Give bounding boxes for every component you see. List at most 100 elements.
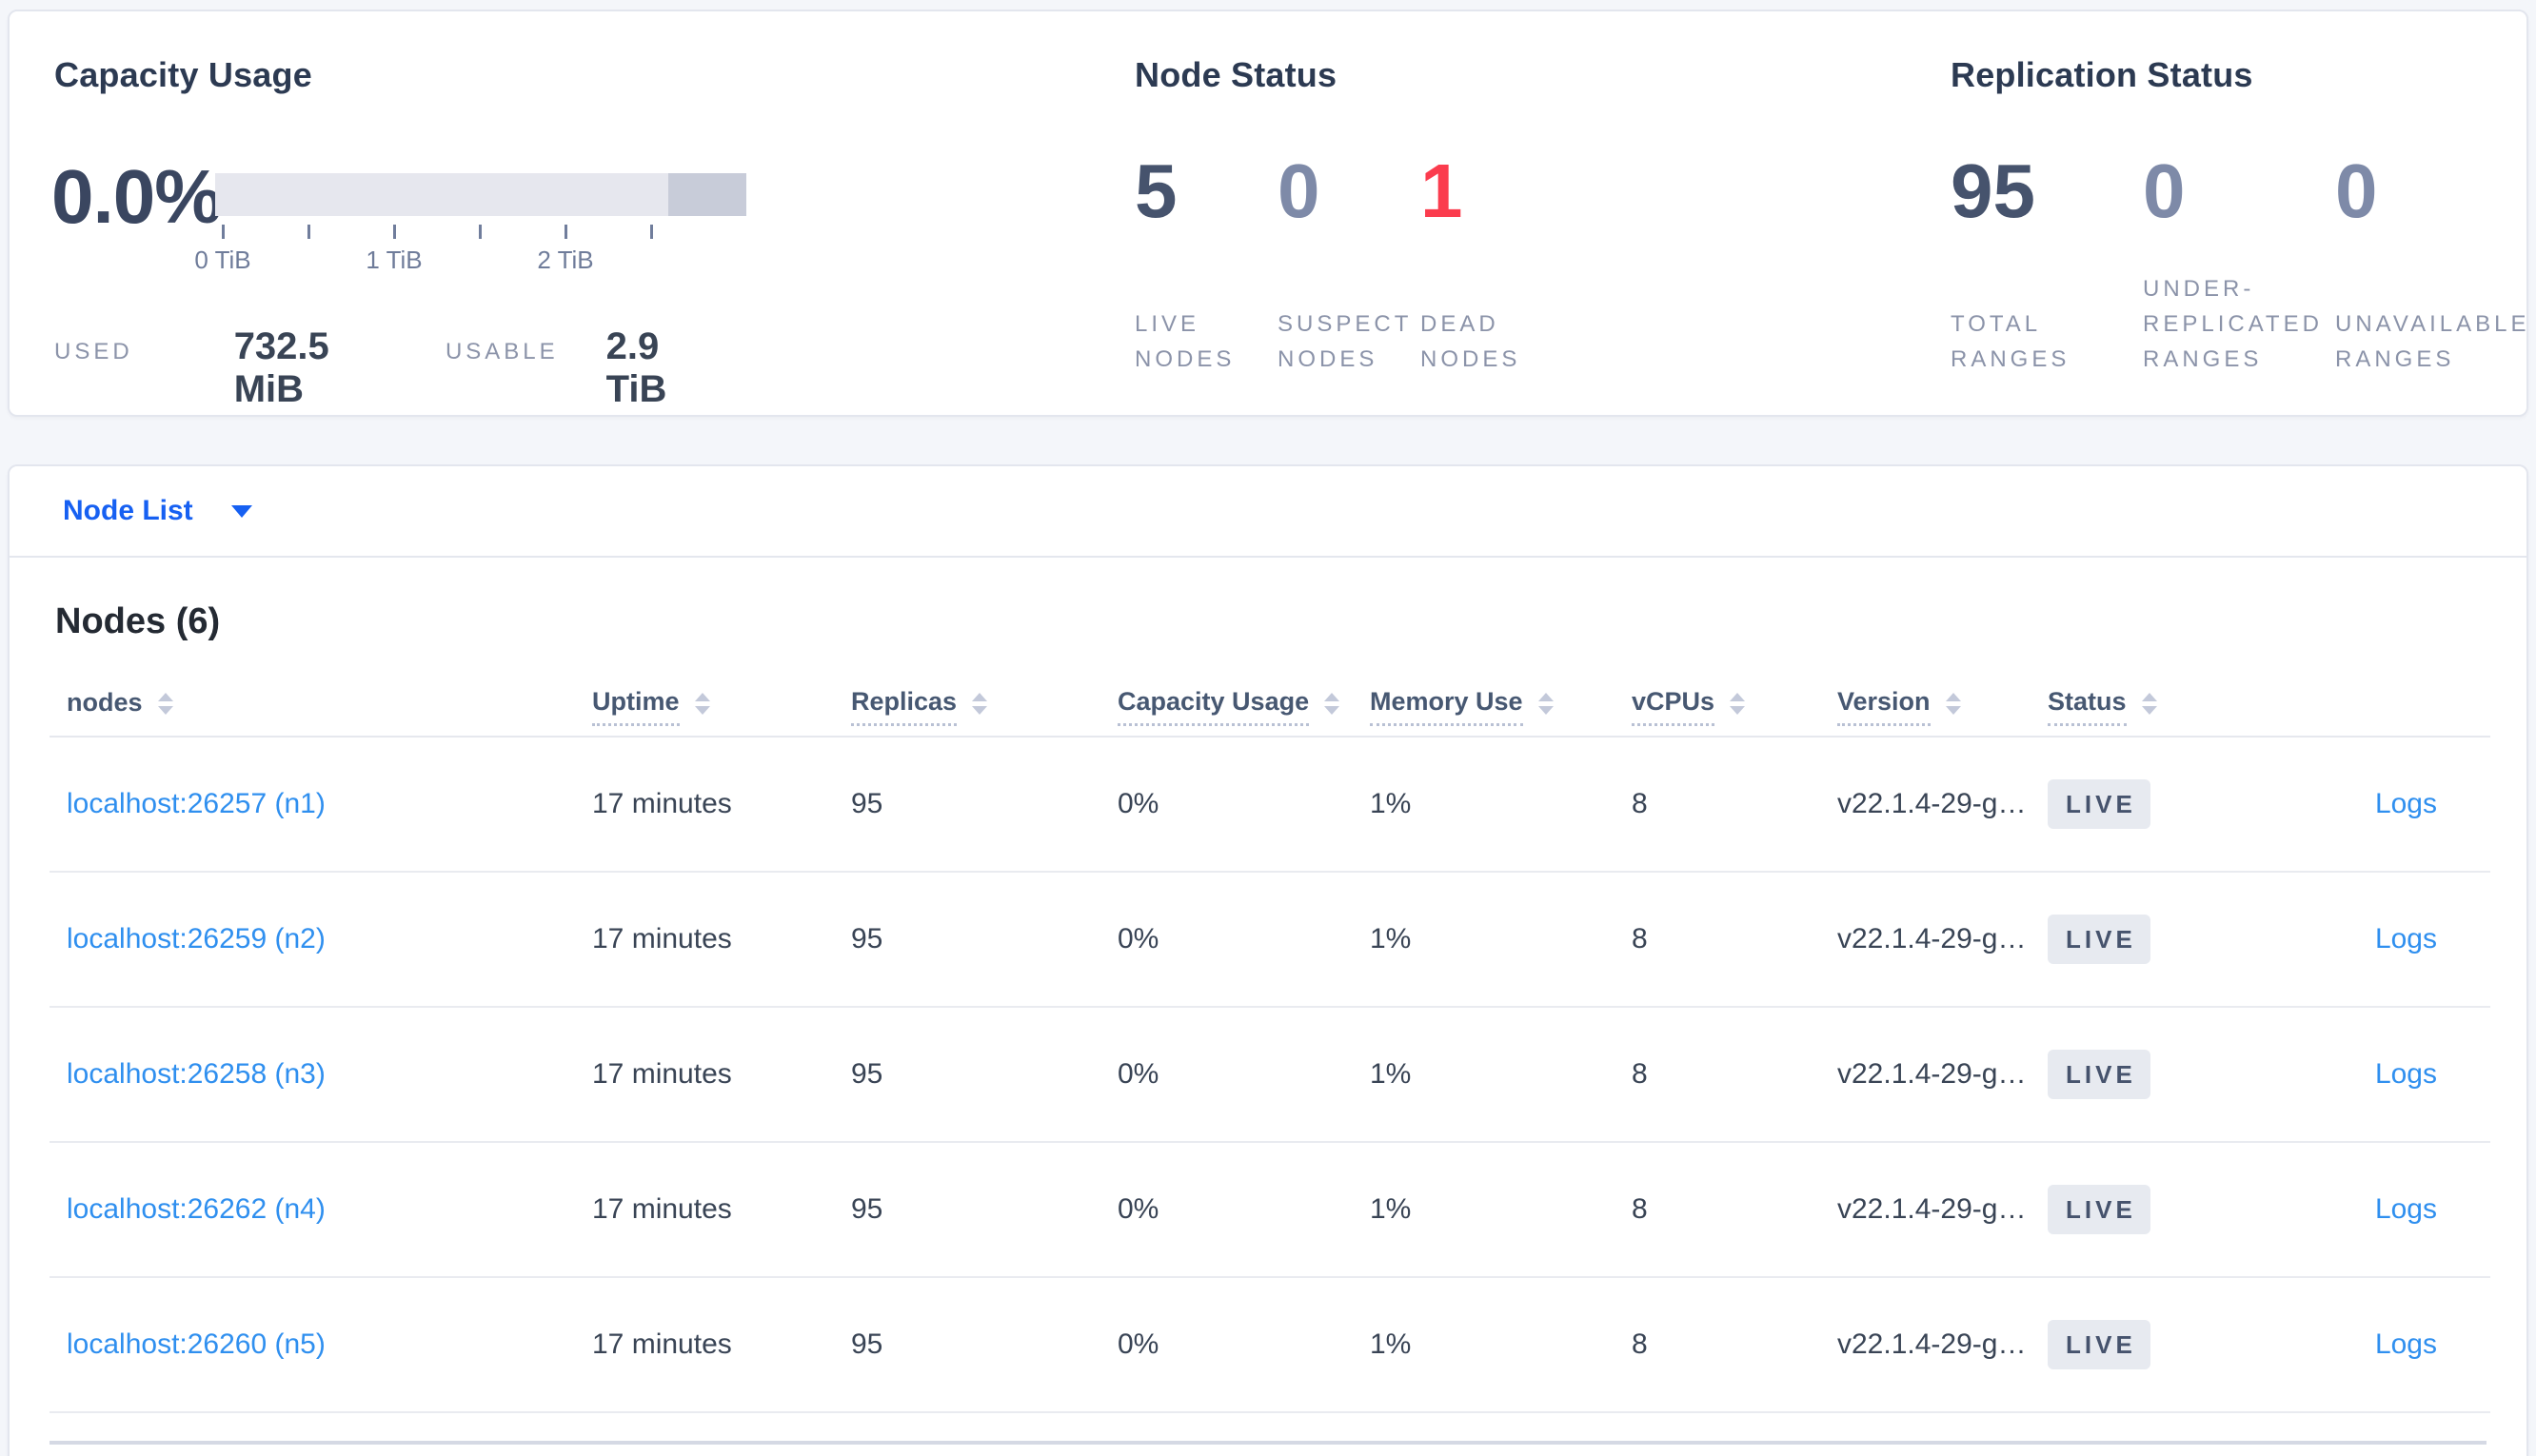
capacity-axis-tick (479, 225, 482, 239)
uptime-cell: 17 minutes (592, 1058, 732, 1090)
column-header-vcpus[interactable]: vCPUs (1632, 687, 1837, 726)
replicas-cell: 95 (851, 1328, 883, 1360)
replicas-cell: 95 (851, 1193, 883, 1225)
capacity-usage-title: Capacity Usage (54, 55, 312, 94)
column-header-label: Version (1837, 687, 1931, 726)
dead-nodes-label: NODES (1420, 346, 1521, 372)
used-label: USED (54, 339, 133, 364)
column-header-capacity-usage[interactable]: Capacity Usage (1118, 687, 1370, 726)
total-ranges-label: RANGES (1951, 346, 2070, 372)
total-ranges-value: 95 (1951, 148, 2035, 233)
version-cell: v22.1.4-29-g… (1837, 923, 2027, 954)
column-header-memory-use[interactable]: Memory Use (1370, 687, 1632, 726)
sort-arrows-icon[interactable] (1730, 692, 1746, 715)
total-ranges-label: TOTAL (1951, 311, 2042, 337)
used-value: 732.5 MiB (233, 325, 329, 410)
usable-value: 2.9 TiB (605, 325, 667, 410)
suspect-nodes-label: SUSPECT (1278, 311, 1413, 337)
sort-arrows-icon[interactable] (972, 692, 988, 715)
sort-arrows-icon[interactable] (1324, 692, 1340, 715)
logs-link[interactable]: Logs (2374, 1193, 2437, 1225)
capacity-axis-tick (650, 225, 653, 239)
capacity-axis-label: 1 TiB (366, 246, 423, 274)
column-header-label: vCPUs (1632, 687, 1715, 726)
node-list-dropdown[interactable]: Node List (63, 495, 193, 526)
column-header-version[interactable]: Version (1837, 687, 2048, 726)
under-replicated-ranges-label: RANGES (2143, 346, 2263, 372)
replicas-cell: 95 (851, 1058, 883, 1090)
vcpus-cell: 8 (1632, 788, 1648, 819)
node-link[interactable]: localhost:26259 (n2) (67, 923, 326, 954)
live-nodes-label: LIVE (1135, 311, 1200, 337)
node-link[interactable]: localhost:26262 (n4) (67, 1193, 326, 1225)
vcpus-cell: 8 (1632, 1328, 1648, 1360)
chevron-down-icon[interactable] (230, 504, 252, 518)
logs-link[interactable]: Logs (2374, 923, 2437, 954)
capacity-usage-cell: 0% (1118, 1193, 1159, 1225)
vcpus-cell: 8 (1632, 1193, 1648, 1225)
logs-link[interactable]: Logs (2374, 788, 2437, 819)
table-row: localhost:26257 (n1) 17 minutes 95 0% 1%… (50, 738, 2490, 873)
version-cell: v22.1.4-29-g… (1837, 788, 2027, 819)
replicas-cell: 95 (851, 788, 883, 819)
nodes-count-heading: Nodes (6) (55, 601, 221, 641)
sort-arrows-icon[interactable] (157, 692, 173, 715)
table-row: localhost:26259 (n2) 17 minutes 95 0% 1%… (50, 873, 2490, 1008)
dead-nodes-label: DEAD (1420, 311, 1499, 337)
vcpus-cell: 8 (1632, 1058, 1648, 1090)
replicas-cell: 95 (851, 923, 883, 954)
memory-use-cell: 1% (1370, 1058, 1412, 1090)
status-badge: LIVE (2048, 1050, 2150, 1099)
capacity-axis-tick (393, 225, 396, 239)
sort-arrows-icon[interactable] (1945, 692, 1961, 715)
uptime-cell: 17 minutes (592, 788, 732, 819)
node-link[interactable]: localhost:26258 (n3) (67, 1058, 326, 1090)
column-header-label: Capacity Usage (1118, 687, 1310, 726)
version-cell: v22.1.4-29-g… (1837, 1193, 2027, 1225)
node-link[interactable]: localhost:26260 (n5) (67, 1328, 326, 1360)
node-list-card: Node List Nodes (6) nodes Uptime Replica… (8, 464, 2528, 1456)
table-row: localhost:26262 (n4) 17 minutes 95 0% 1%… (50, 1143, 2490, 1278)
unavailable-ranges-label: UNAVAILABLE (2335, 311, 2530, 337)
column-header-label: Status (2048, 687, 2127, 726)
capacity-axis-tick (565, 225, 567, 239)
column-header-label: Replicas (851, 687, 958, 726)
table-header-row: nodes Uptime Replicas Capacity Usage Mem… (50, 677, 2490, 738)
node-link[interactable]: localhost:26257 (n1) (67, 788, 326, 819)
column-header-uptime[interactable]: Uptime (592, 687, 851, 726)
dead-nodes-value: 1 (1420, 148, 1463, 233)
column-header-replicas[interactable]: Replicas (851, 687, 1118, 726)
capacity-axis-tick (307, 225, 310, 239)
nodes-table: nodes Uptime Replicas Capacity Usage Mem… (50, 677, 2490, 1413)
capacity-usage-cell: 0% (1118, 788, 1159, 819)
sort-arrows-icon[interactable] (1537, 692, 1554, 715)
column-header-label: nodes (67, 688, 143, 717)
capacity-axis-label: 0 TiB (194, 246, 251, 274)
sort-arrows-icon[interactable] (2141, 692, 2157, 715)
vcpus-cell: 8 (1632, 923, 1648, 954)
usable-label: USABLE (445, 339, 559, 364)
capacity-usage-cell: 0% (1118, 923, 1159, 954)
suspect-nodes-label: NODES (1278, 346, 1378, 372)
capacity-used-percent: 0.0% (51, 154, 222, 239)
unavailable-ranges-value: 0 (2335, 148, 2378, 233)
memory-use-cell: 1% (1370, 788, 1412, 819)
sort-arrows-icon[interactable] (694, 692, 710, 715)
capacity-axis-tick (222, 225, 225, 239)
unavailable-ranges-label: RANGES (2335, 346, 2455, 372)
status-badge: LIVE (2048, 1320, 2150, 1369)
version-cell: v22.1.4-29-g… (1837, 1328, 2027, 1360)
status-badge: LIVE (2048, 1185, 2150, 1234)
logs-link[interactable]: Logs (2374, 1328, 2437, 1360)
table-row: localhost:26260 (n5) 17 minutes 95 0% 1%… (50, 1278, 2490, 1413)
logs-link[interactable]: Logs (2374, 1058, 2437, 1090)
node-status-title: Node Status (1135, 55, 1337, 94)
uptime-cell: 17 minutes (592, 1328, 732, 1360)
memory-use-cell: 1% (1370, 923, 1412, 954)
column-header-nodes[interactable]: nodes (50, 688, 592, 724)
status-badge: LIVE (2048, 915, 2150, 964)
column-header-status[interactable]: Status (2048, 687, 2190, 726)
uptime-cell: 17 minutes (592, 1193, 732, 1225)
table-bottom-divider (50, 1441, 2486, 1445)
table-row: localhost:26258 (n3) 17 minutes 95 0% 1%… (50, 1008, 2490, 1143)
